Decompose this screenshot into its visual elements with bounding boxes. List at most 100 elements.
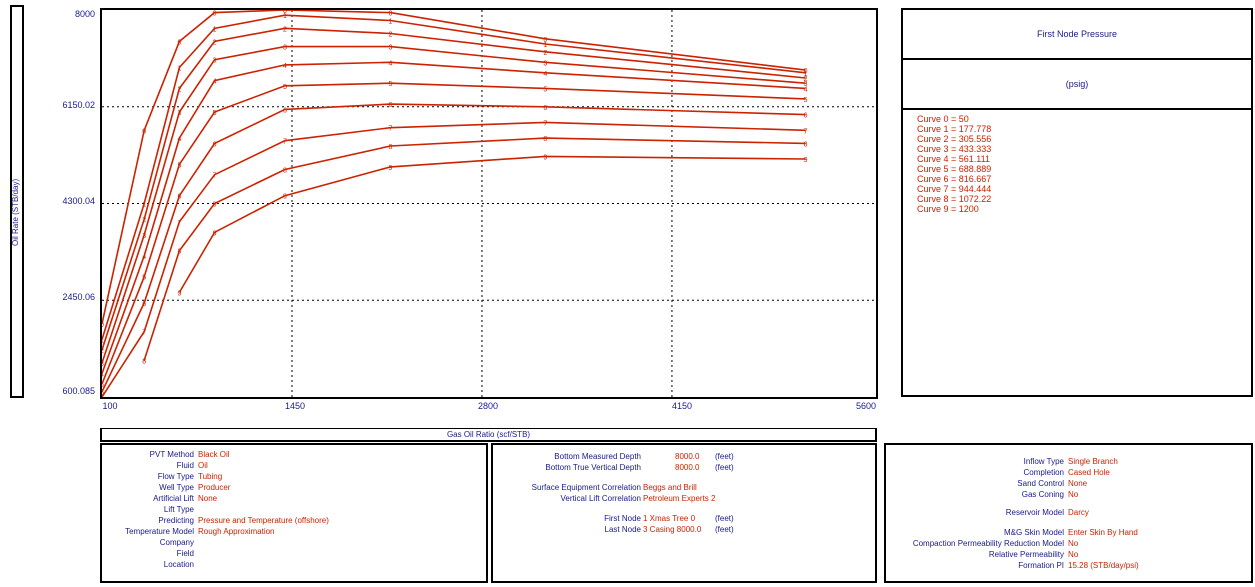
curve-4-marker: 4 <box>283 63 287 70</box>
info-value: None <box>198 494 218 503</box>
info-value: 15.28 (STB/day/psi) <box>1068 561 1139 570</box>
x-tick-label: 5600 <box>855 401 877 411</box>
curve-5-marker: 5 <box>213 110 217 117</box>
info-label: Compaction Permeability Reduction Model <box>912 539 1064 548</box>
y-axis-label-wrap: Oil Rate (STB/day) <box>10 179 24 246</box>
curve-6-marker: 6 <box>102 390 104 397</box>
curve-9-marker: 9 <box>389 165 393 172</box>
curve-5-marker: 5 <box>102 382 104 389</box>
info-label: Formation PI <box>1018 561 1064 570</box>
curve-7-marker: 7 <box>142 330 146 337</box>
info-value: 8000.0 <box>675 452 700 461</box>
info-label: Field <box>176 549 194 558</box>
curve-8-marker: 8 <box>283 168 287 175</box>
curve-0-marker: 0 <box>804 68 808 75</box>
x-tick-label: 1450 <box>284 401 306 411</box>
info-label: Temperature Model <box>125 527 194 536</box>
info-label: Flow Type <box>157 472 194 481</box>
curve-2-marker: 2 <box>804 76 808 83</box>
curve-4-marker: 4 <box>804 86 808 93</box>
curve-6-marker: 6 <box>177 194 181 201</box>
curve-7-marker: 7 <box>213 173 217 180</box>
x-tick-label: 2800 <box>477 401 499 411</box>
info-label: Surface Equipment Correlation <box>531 483 641 492</box>
info-value: None <box>1068 479 1088 488</box>
curve-1-marker: 1 <box>389 18 393 25</box>
legend-item: Curve 3 = 433.333 <box>917 144 992 154</box>
info-label: Sand Control <box>1017 479 1064 488</box>
y-tick-label: 2450.06 <box>62 292 95 302</box>
curve-6-marker: 6 <box>389 102 393 109</box>
info-label: Bottom Measured Depth <box>554 452 641 461</box>
curve-3-marker: 3 <box>142 233 146 240</box>
curve-7-line <box>102 121 806 397</box>
x-axis-label: Gas Oil Ratio (scf/STB) <box>446 430 531 439</box>
legend-unit: (psig) <box>903 60 1251 110</box>
curve-1-marker: 1 <box>142 202 146 209</box>
curve-0-marker: 0 <box>283 10 287 15</box>
curve-1-marker: 1 <box>283 13 287 20</box>
curve-0-marker: 0 <box>213 11 217 18</box>
info-unit: (feet) <box>715 514 734 523</box>
x-tick-label: 4150 <box>671 401 693 411</box>
curve-7-marker: 7 <box>283 139 287 146</box>
curve-3-marker: 3 <box>543 60 547 67</box>
info-value: 3 Casing 8000.0 <box>643 525 702 534</box>
curve-0-marker: 0 <box>177 39 181 46</box>
curve-9-line <box>178 155 806 293</box>
curve-8-marker: 8 <box>142 358 146 365</box>
info-label: Reservoir Model <box>1005 508 1064 517</box>
info-label: Location <box>163 560 194 569</box>
y-axis-label: Oil Rate (STB/day) <box>11 178 20 246</box>
curve-0-marker: 0 <box>389 11 393 18</box>
y-axis-label-box <box>10 5 24 398</box>
curve-3-marker: 3 <box>213 58 217 65</box>
curve-6-marker: 6 <box>543 105 547 112</box>
curve-8-line <box>143 137 806 361</box>
info-label: Gas Coning <box>1021 490 1064 499</box>
legend-list: Curve 0 = 50 Curve 1 = 177.778 Curve 2 =… <box>917 114 991 214</box>
curve-4-marker: 4 <box>213 79 217 86</box>
info-value: Beggs and Brill <box>643 483 697 492</box>
curve-6-marker: 6 <box>142 301 146 308</box>
curve-8-marker: 8 <box>389 144 393 151</box>
curve-8-marker: 8 <box>543 136 547 143</box>
info-value: Oil <box>198 461 208 470</box>
info-label: Completion <box>1023 468 1064 477</box>
curve-6-marker: 6 <box>283 107 287 114</box>
curve-5-marker: 5 <box>389 81 393 88</box>
info-value: Darcy <box>1068 508 1089 517</box>
curve-1-line <box>102 14 806 340</box>
info-value: 1 Xmas Tree 0 <box>643 514 696 523</box>
curve-2-marker: 2 <box>283 26 287 33</box>
info-label: First Node <box>604 514 641 523</box>
curve-2-marker: 2 <box>142 217 146 224</box>
curve-4-marker: 4 <box>389 60 393 67</box>
info-value: Producer <box>198 483 231 492</box>
curve-2-line <box>102 27 806 351</box>
curve-1-marker: 1 <box>177 66 181 73</box>
curve-9-marker: 9 <box>543 154 547 161</box>
legend-item: Curve 2 = 305.556 <box>917 134 992 144</box>
info-label: PVT Method <box>149 450 194 459</box>
info-label: Relative Permeability <box>988 550 1064 559</box>
curve-5-line <box>102 82 806 385</box>
curve-2-marker: 2 <box>389 32 393 39</box>
legend-item: Curve 6 = 816.667 <box>917 174 992 184</box>
plot-area: 0000000011111111222222223333333344444444… <box>100 8 878 399</box>
curve-2-marker: 2 <box>543 50 547 57</box>
curve-1-marker: 1 <box>213 26 217 33</box>
legend-item: Curve 5 = 688.889 <box>917 164 992 174</box>
legend-item: Curve 9 = 1200 <box>917 204 979 214</box>
curve-5-marker: 5 <box>283 84 287 91</box>
legend-item: Curve 4 = 561.111 <box>917 154 990 164</box>
info-label: Last Node <box>604 525 641 534</box>
curve-2-marker: 2 <box>177 86 181 93</box>
curve-5-marker: 5 <box>543 86 547 93</box>
curve-3-line <box>102 45 806 364</box>
info-panel-depths: Bottom Measured Depth 8000.0 (feet) Bottom… <box>491 443 877 583</box>
curve-0-line <box>102 10 806 324</box>
curve-3-marker: 3 <box>804 81 808 88</box>
curve-2-marker: 2 <box>102 348 104 355</box>
info-unit: (feet) <box>715 452 734 461</box>
